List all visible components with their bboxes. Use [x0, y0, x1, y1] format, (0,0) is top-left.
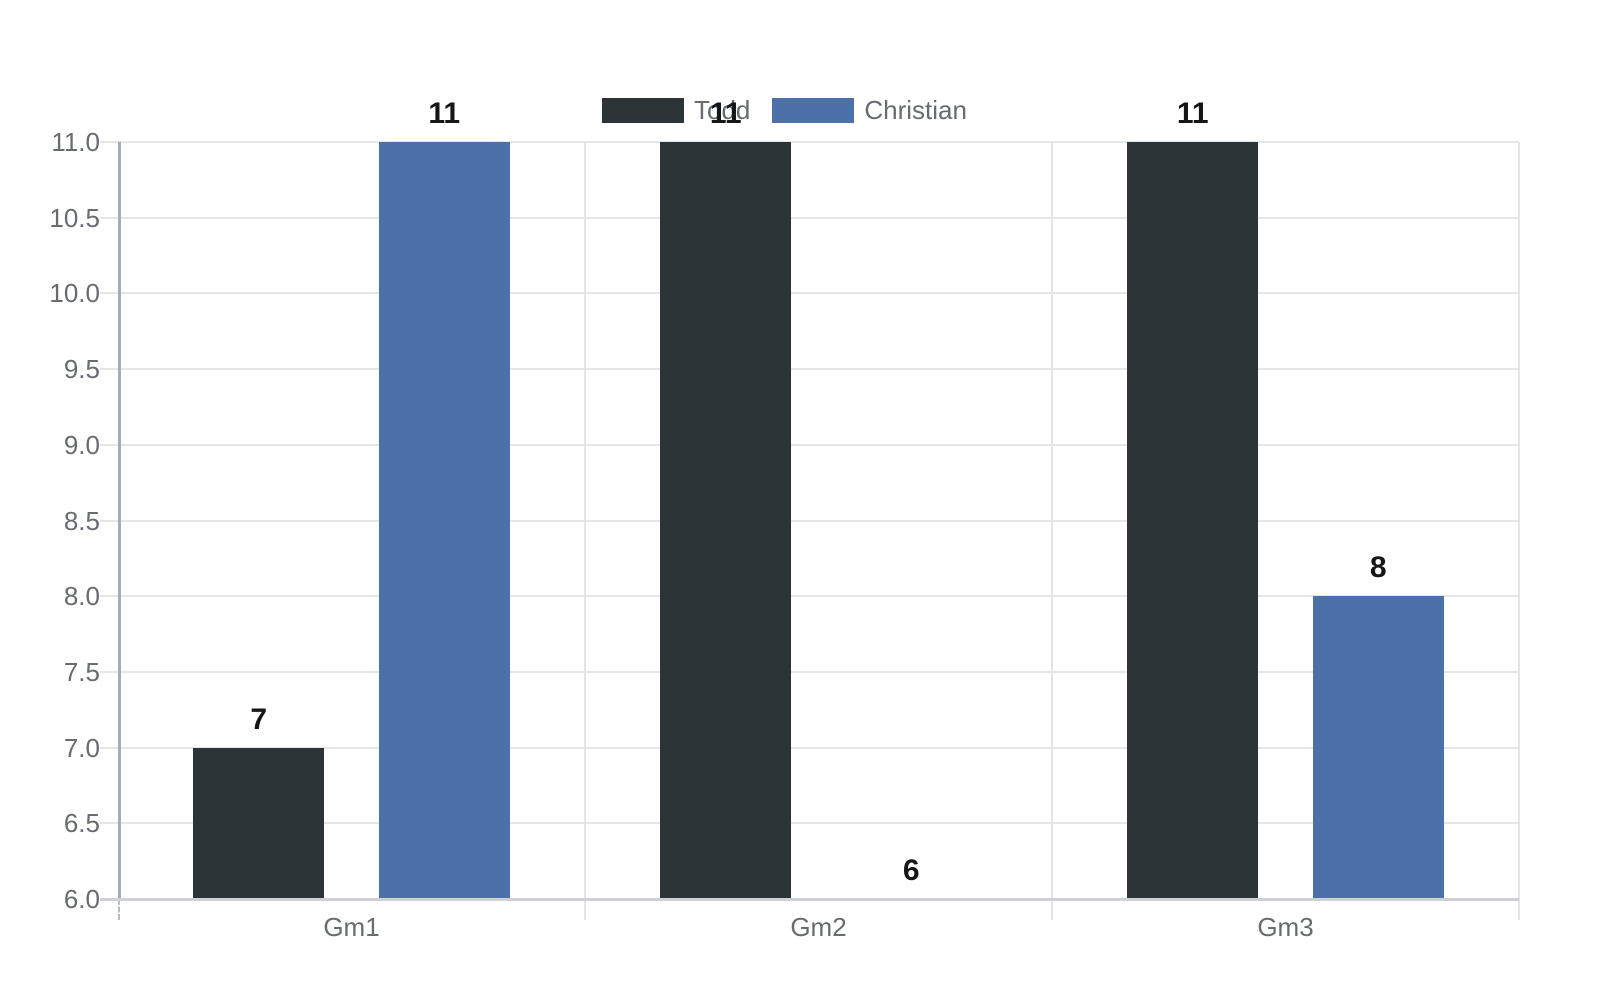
y-gridline — [100, 368, 1519, 371]
data-label-todd-gm2: 11 — [709, 97, 742, 130]
y-gridline — [100, 670, 1519, 673]
y-axis-line — [118, 142, 121, 899]
data-label-todd-gm3: 11 — [1176, 97, 1209, 130]
y-tick-label: 11.0 — [51, 127, 100, 157]
legend-label-todd: Todd — [694, 95, 751, 125]
y-gridline — [100, 443, 1519, 446]
y-tick-label: 8.0 — [63, 581, 100, 612]
y-tick-label: 10.0 — [49, 278, 100, 309]
y-axis-tick — [118, 899, 120, 920]
y-tick-label: 7.5 — [63, 656, 100, 687]
y-gridline — [100, 141, 1519, 143]
y-tick-label: 10.5 — [49, 202, 100, 233]
data-label-christian-gm3: 8 — [1369, 551, 1387, 585]
y-gridline — [100, 292, 1519, 295]
y-tick-label: 6.5 — [63, 808, 100, 839]
data-label-christian-gm1: 11 — [428, 97, 461, 130]
bar-todd-gm3[interactable] — [1127, 142, 1259, 899]
chart-legend: Todd Christian — [602, 97, 967, 123]
data-label-christian-gm2: 6 — [902, 854, 920, 887]
x-category-label-gm2: Gm2 — [790, 912, 847, 942]
bar-christian-gm3[interactable] — [1312, 596, 1444, 899]
y-gridline — [100, 519, 1519, 522]
legend-item-todd[interactable]: Todd — [602, 97, 750, 123]
x-gridline — [584, 142, 586, 920]
bar-todd-gm2[interactable] — [660, 142, 792, 899]
legend-swatch-christian — [772, 97, 855, 123]
y-gridline — [100, 216, 1519, 219]
y-gridline — [100, 746, 1519, 749]
x-gridline — [1518, 142, 1520, 920]
x-category-label-gm1: Gm1 — [323, 912, 380, 942]
legend-swatch-todd — [602, 97, 684, 123]
data-label-todd-gm1: 7 — [250, 702, 268, 736]
y-tick-label: 6.0 — [63, 884, 100, 914]
y-tick-label: 9.0 — [63, 429, 100, 460]
x-axis-line — [100, 898, 1519, 901]
x-gridline — [1051, 142, 1053, 920]
y-tick-label: 9.5 — [63, 354, 100, 385]
bar-christian-gm1[interactable] — [378, 142, 510, 899]
legend-label-christian: Christian — [864, 95, 967, 125]
x-category-label-gm3: Gm3 — [1257, 912, 1314, 942]
bar-todd-gm1[interactable] — [193, 747, 325, 899]
legend-item-christian[interactable]: Christian — [772, 97, 967, 123]
y-gridline — [100, 822, 1519, 825]
y-tick-label: 7.0 — [63, 732, 100, 763]
y-tick-label: 8.5 — [63, 505, 100, 536]
y-gridline — [100, 595, 1519, 598]
